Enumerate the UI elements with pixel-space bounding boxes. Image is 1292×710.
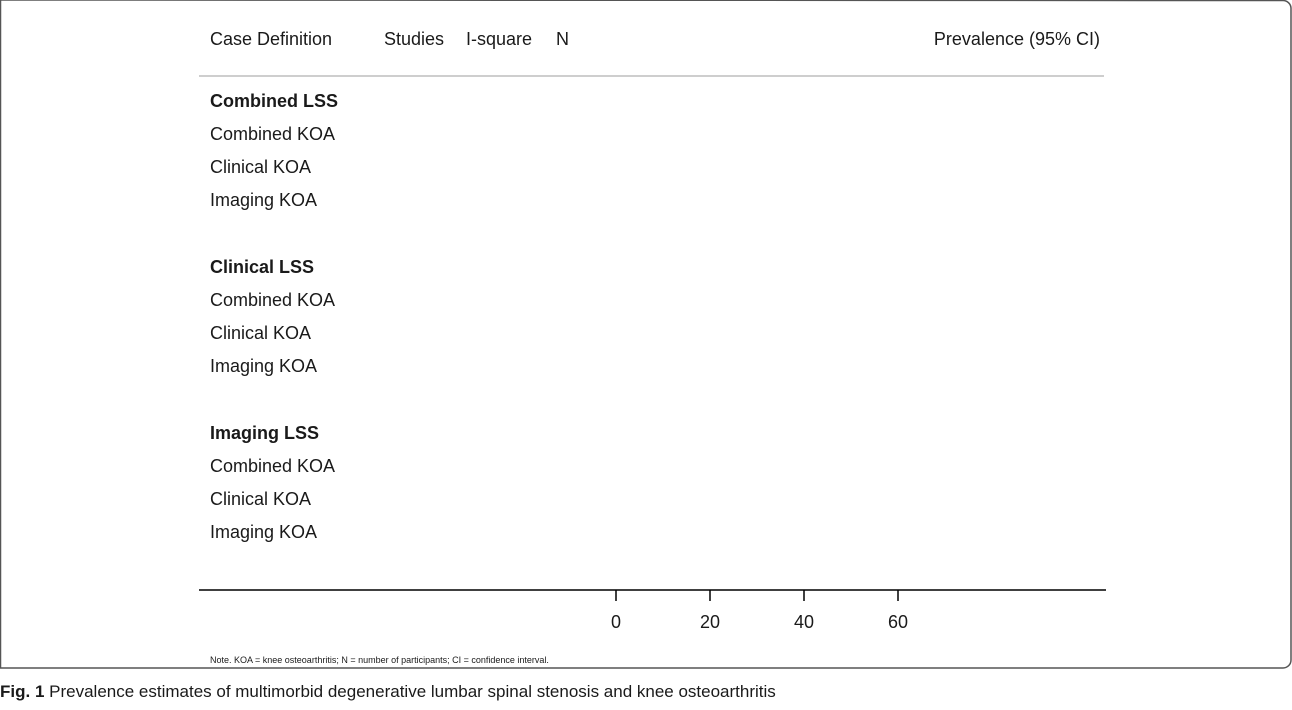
row-label: Imaging KOA [210, 522, 317, 542]
row-label: Combined KOA [210, 124, 335, 144]
row-label: Clinical KOA [210, 323, 311, 343]
forest-rows: Combined LSS Combined KOA Clinical KOA Imag… [210, 91, 338, 542]
x-tick-label: 20 [700, 612, 720, 632]
header-case-definition: Case Definition [210, 29, 332, 49]
forest-plot: Case Definition Studies I-square N Preva… [0, 0, 1292, 680]
x-tick-label: 0 [611, 612, 621, 632]
group-label: Clinical LSS [210, 257, 314, 277]
row-label: Clinical KOA [210, 489, 311, 509]
figure-caption-text: Prevalence estimates of multimorbid dege… [44, 682, 775, 701]
group-label: Imaging LSS [210, 423, 319, 443]
group-label: Combined LSS [210, 91, 338, 111]
figure-label: Fig. 1 [0, 682, 44, 701]
note-text: Note. KOA = knee osteoarthritis; N = num… [210, 655, 549, 665]
x-tick-label: 40 [794, 612, 814, 632]
row-label: Imaging KOA [210, 356, 317, 376]
header-n: N [556, 29, 569, 49]
x-tick-label: 60 [888, 612, 908, 632]
figure-caption: Fig. 1 Prevalence estimates of multimorb… [0, 682, 776, 702]
x-axis-ticks: 0 20 40 60 [611, 590, 908, 632]
row-label: Imaging KOA [210, 190, 317, 210]
header-studies: Studies [384, 29, 444, 49]
row-label: Combined KOA [210, 290, 335, 310]
row-label: Clinical KOA [210, 157, 311, 177]
header-i-square: I-square [466, 29, 532, 49]
header-prevalence: Prevalence (95% CI) [934, 29, 1100, 49]
row-label: Combined KOA [210, 456, 335, 476]
